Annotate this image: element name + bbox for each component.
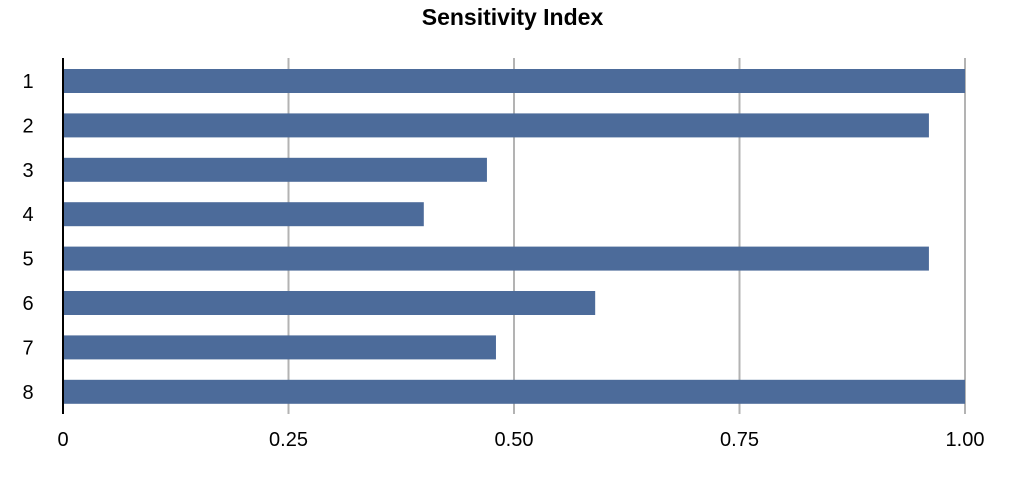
y-tick-label-3: 3 [22, 160, 33, 182]
y-tick-label-6: 6 [22, 293, 33, 315]
y-tick-label-8: 8 [22, 382, 33, 404]
x-tick-label-4: 1.00 [946, 429, 985, 451]
y-tick-label-1: 1 [22, 71, 33, 93]
y-tick-label-7: 7 [22, 337, 33, 359]
bar-4 [63, 202, 424, 227]
bar-6 [63, 291, 596, 315]
gridlines [287, 58, 966, 414]
bars [63, 69, 965, 404]
y-tick-label-4: 4 [22, 204, 33, 226]
chart-title: Sensitivity Index [421, 4, 604, 30]
y-tick-label-5: 5 [22, 249, 33, 271]
bar-3 [63, 157, 487, 182]
y-tick-label-2: 2 [22, 115, 33, 137]
bar-5 [63, 246, 929, 271]
bar-2 [63, 113, 929, 138]
bar-8 [63, 379, 965, 404]
bar-7 [63, 335, 496, 360]
x-tick-label-3: 0.75 [720, 429, 759, 451]
x-tick-label-0: 0 [57, 429, 68, 451]
x-tick-label-1: 0.25 [269, 429, 308, 451]
bar-1 [63, 69, 965, 93]
tick-labels: 1 2 3 4 5 6 7 8 0 0.25 0.50 0.75 1.00 [22, 71, 984, 451]
x-tick-label-2: 0.50 [495, 429, 534, 451]
